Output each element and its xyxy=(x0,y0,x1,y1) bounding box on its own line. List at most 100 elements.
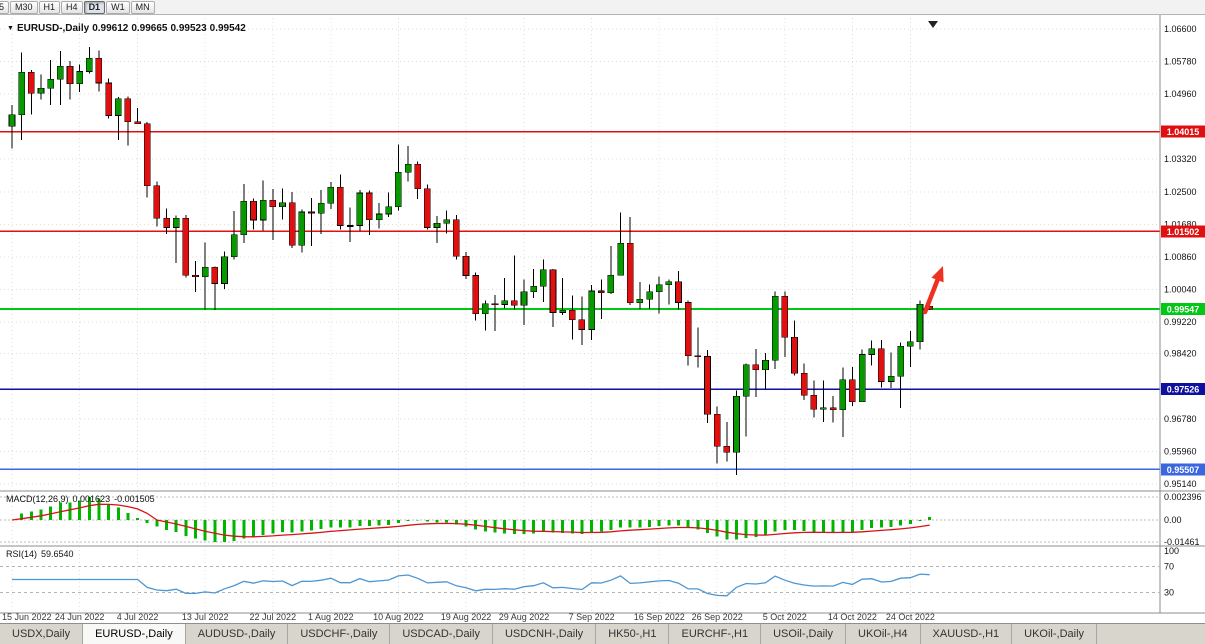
date-label: 4 Jul 2022 xyxy=(117,612,159,622)
candle xyxy=(887,352,895,388)
candle xyxy=(308,198,315,247)
candle xyxy=(124,96,132,146)
candle xyxy=(28,69,35,115)
candle xyxy=(192,261,199,292)
candle xyxy=(868,340,876,366)
svg-text:0.99547: 0.99547 xyxy=(1167,305,1200,315)
candle xyxy=(259,180,267,231)
annotation-arrow-up-icon[interactable] xyxy=(922,266,944,315)
timeframe-button-m30[interactable]: M30 xyxy=(10,0,38,14)
timeframe-button-5[interactable]: 5 xyxy=(0,0,10,14)
candle xyxy=(530,269,537,298)
timeframe-toolbar: 5 M30 H1 H4 D1 W1 MN xyxy=(0,0,1205,15)
candles-layer xyxy=(8,46,934,476)
candle xyxy=(221,251,228,290)
symbol-tab-ukoil-h4[interactable]: UKOil-,H4 xyxy=(846,624,921,644)
price-label-0.97526[interactable]: 0.97526 xyxy=(1161,383,1205,396)
candle xyxy=(655,276,663,314)
candle xyxy=(298,209,306,253)
symbol-tab-hk50-h1[interactable]: HK50-,H1 xyxy=(596,624,670,644)
candle xyxy=(346,207,354,243)
macd-axis-label: 0.002396 xyxy=(1164,492,1202,502)
candle xyxy=(279,188,286,220)
price-tick-label: 0.95960 xyxy=(1164,446,1197,456)
candle xyxy=(134,108,141,125)
chart-canvas[interactable]: 1.06600 1.05780 1.04960 1.03320 1.02500 1.016… xyxy=(0,0,1205,623)
rsi-value: 59.6540 xyxy=(41,549,74,559)
candle xyxy=(771,291,779,369)
timeframe-button-h4[interactable]: H4 xyxy=(61,0,83,14)
horizontal-lines xyxy=(0,130,1160,471)
rsi-label: RSI(14) 59.6540 xyxy=(6,549,78,559)
candle xyxy=(56,50,64,105)
symbol-tab-ukoil-daily[interactable]: UKOil-,Daily xyxy=(1012,624,1098,644)
rsi-axis-label: 70 xyxy=(1164,562,1174,572)
symbol-tab-eurusd-daily[interactable]: EURUSD-,Daily xyxy=(83,624,186,644)
timeframe-button-w1[interactable]: W1 xyxy=(106,0,130,14)
symbol-tab-usdcad-daily[interactable]: USDCAD-,Daily xyxy=(390,624,493,644)
price-label-1.04015[interactable]: 1.04015 xyxy=(1161,125,1205,138)
candle xyxy=(482,300,489,331)
candle xyxy=(491,294,499,332)
price-label-0.95507[interactable]: 0.95507 xyxy=(1161,463,1205,476)
macd-levels xyxy=(0,496,1160,543)
candle xyxy=(646,284,653,309)
symbol-tab-xauusd-h1[interactable]: XAUUSD-,H1 xyxy=(920,624,1013,644)
candle xyxy=(172,215,180,263)
candle xyxy=(723,422,731,462)
candle xyxy=(201,242,209,310)
candle xyxy=(230,211,238,260)
rsi-line xyxy=(12,573,930,597)
symbol-tab-usdchf-daily[interactable]: USDCHF-,Daily xyxy=(288,624,391,644)
symbol-tab-usoil-daily[interactable]: USOil-,Daily xyxy=(761,624,847,644)
timeframe-button-h1[interactable]: H1 xyxy=(38,0,61,14)
rsi-axis-label: 30 xyxy=(1164,588,1174,598)
date-label: 1 Aug 2022 xyxy=(308,612,354,622)
candle xyxy=(762,352,769,390)
price-axis: 1.06600 1.05780 1.04960 1.03320 1.02500 1.016… xyxy=(1161,24,1205,489)
candle xyxy=(337,174,344,230)
candle xyxy=(878,340,885,388)
candle xyxy=(675,271,682,310)
macd-label: MACD(12,26,9) 0.001623 -0.001505 xyxy=(6,494,159,504)
candle xyxy=(414,161,422,199)
svg-text:1.04015: 1.04015 xyxy=(1167,127,1200,137)
symbol-tabbar: USDX,Daily EURUSD-,Daily AUDUSD-,Daily USDC… xyxy=(0,623,1205,644)
chart-title-close: 0.99542 xyxy=(209,23,246,34)
price-tick-label: 1.05780 xyxy=(1164,57,1197,67)
candle xyxy=(684,300,692,366)
price-tick-label: 0.99220 xyxy=(1164,317,1197,327)
grid xyxy=(0,18,1160,613)
candle xyxy=(704,349,711,424)
candle xyxy=(713,406,721,464)
price-label-1.01502[interactable]: 1.01502 xyxy=(1161,225,1205,238)
price-label-0.99547[interactable]: 0.99547 xyxy=(1161,303,1205,316)
candle xyxy=(250,198,257,230)
candle xyxy=(626,216,634,305)
candle xyxy=(820,380,827,423)
timeframe-button-d1[interactable]: D1 xyxy=(83,0,106,14)
candle xyxy=(66,60,74,100)
candle xyxy=(385,192,393,217)
date-label: 16 Sep 2022 xyxy=(634,612,685,622)
candle xyxy=(453,215,460,260)
price-tick-label: 0.96780 xyxy=(1164,414,1197,424)
symbol-tab-eurchf-h1[interactable]: EURCHF-,H1 xyxy=(669,624,762,644)
symbol-tab-usdcnh-daily[interactable]: USDCNH-,Daily xyxy=(492,624,597,644)
date-label: 10 Aug 2022 xyxy=(373,612,424,622)
symbol-tab-usdx-daily[interactable]: USDX,Daily xyxy=(0,624,84,644)
price-tick-label: 0.95140 xyxy=(1164,479,1197,489)
symbol-tab-audusd-daily[interactable]: AUDUSD-,Daily xyxy=(185,624,289,644)
date-axis: 15 Jun 2022 24 Jun 2022 4 Jul 2022 13 Jul 2… xyxy=(2,612,935,622)
candle xyxy=(105,78,112,119)
timeframe-button-mn[interactable]: MN xyxy=(130,0,155,14)
chart-menu-icon[interactable]: ▼ xyxy=(7,25,14,32)
price-tick-label: 1.00860 xyxy=(1164,252,1197,262)
candle xyxy=(520,279,528,326)
date-label: 7 Sep 2022 xyxy=(569,612,615,622)
date-label: 24 Jun 2022 xyxy=(55,612,105,622)
candle xyxy=(47,59,54,105)
candle xyxy=(916,300,924,350)
candle xyxy=(733,390,740,476)
svg-text:0.95507: 0.95507 xyxy=(1167,465,1200,475)
